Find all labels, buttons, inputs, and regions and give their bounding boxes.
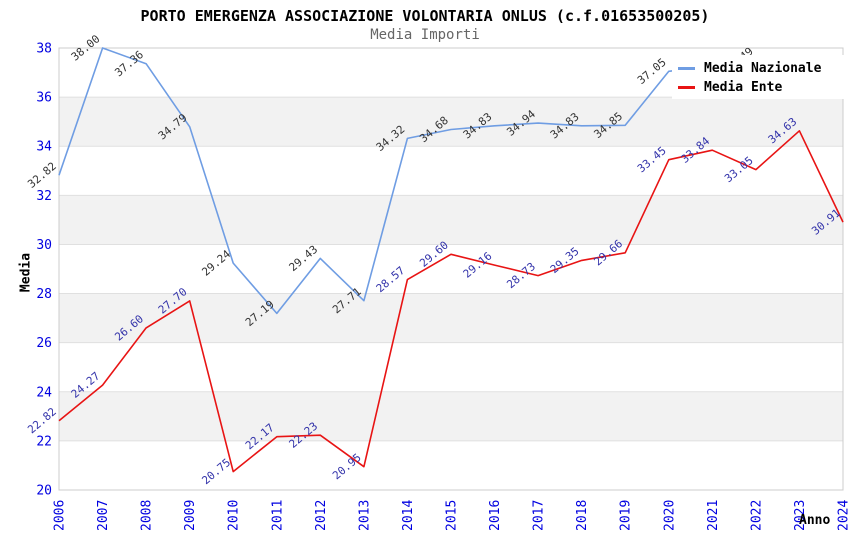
media-ente-line-icon: [678, 86, 695, 89]
legend-item-media-ente[interactable]: Media Ente: [678, 78, 838, 97]
legend-item-media-nazionale[interactable]: Media Nazionale: [678, 59, 838, 78]
y-tick-label: 34: [36, 140, 52, 155]
point-label: 22.82: [25, 405, 59, 436]
series-line: [58, 130, 844, 473]
y-axis-title: Media: [18, 252, 34, 293]
plot-border: [58, 47, 844, 491]
x-tick-label: 2007: [96, 500, 111, 531]
x-tick-label: 2013: [357, 500, 372, 531]
point-label: 29.35: [548, 245, 582, 276]
plot-band: [59, 195, 843, 245]
x-tick-label: 2009: [183, 500, 198, 531]
media-nazionale-line-icon: [678, 67, 695, 70]
x-tick-label: 2012: [314, 500, 329, 531]
legend: Media Nazionale Media Ente: [672, 55, 844, 99]
y-tick-label: 24: [36, 385, 52, 400]
y-tick-label: 30: [36, 238, 52, 253]
chart-subtitle: Media Importi: [370, 27, 480, 43]
x-tick-label: 2020: [662, 500, 677, 531]
point-label: 33.05: [722, 154, 756, 185]
x-axis-title: Anno: [799, 513, 831, 528]
y-tick-label: 32: [36, 189, 52, 204]
y-tick-label: 28: [36, 287, 52, 302]
x-tick-label: 2014: [401, 500, 416, 531]
x-tick-label: 2017: [532, 500, 547, 531]
x-tick-label: 2019: [619, 500, 634, 531]
plot-band: [59, 391, 843, 441]
point-label: 29.43: [287, 243, 321, 274]
point-label: 28.73: [504, 260, 538, 291]
x-tick-label: 2011: [270, 500, 285, 531]
x-tick-label: 2010: [227, 500, 242, 531]
series-line: [58, 47, 756, 315]
x-tick-label: 2015: [445, 500, 460, 531]
y-tick-label: 26: [36, 336, 52, 351]
point-label: 37.05: [635, 56, 669, 87]
y-tick-label: 38: [36, 42, 52, 57]
legend-label: Media Ente: [704, 80, 783, 95]
x-tick-label: 2018: [575, 500, 590, 531]
x-tick-label: 2016: [488, 500, 503, 531]
x-tick-label: 2022: [749, 500, 764, 531]
plot-band: [59, 97, 843, 147]
y-tick-label: 20: [36, 484, 52, 499]
legend-label: Media Nazionale: [704, 61, 822, 76]
x-tick-label: 2006: [53, 500, 68, 531]
x-tick-label: 2008: [140, 500, 155, 531]
y-tick-label: 36: [36, 91, 52, 106]
point-label: 20.75: [199, 456, 233, 487]
point-label: 28.57: [374, 264, 408, 295]
point-label: 29.24: [199, 247, 233, 278]
x-tick-label: 2024: [837, 500, 850, 531]
point-label: 32.82: [25, 160, 59, 191]
x-tick-label: 2023: [793, 500, 808, 531]
y-tick-label: 22: [36, 434, 52, 449]
point-label: 29.16: [461, 249, 495, 280]
chart-title: PORTO EMERGENZA ASSOCIAZIONE VOLONTARIA …: [140, 7, 710, 25]
x-tick-label: 2021: [706, 500, 721, 531]
point-label: 20.95: [330, 451, 364, 482]
